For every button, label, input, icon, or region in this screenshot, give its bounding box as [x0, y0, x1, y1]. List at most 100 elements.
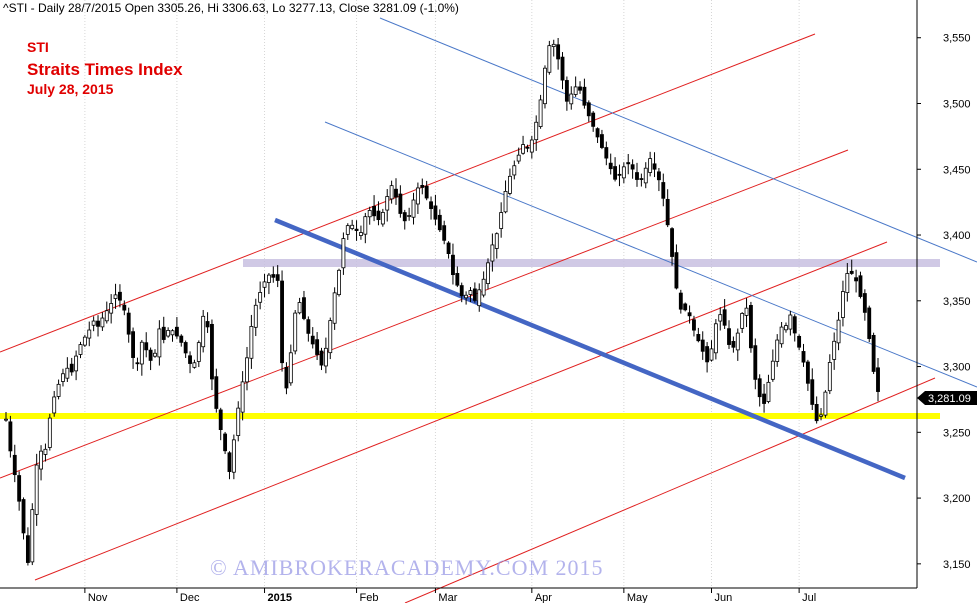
candle-up: [240, 381, 245, 413]
candle-up: [192, 362, 197, 368]
candle-up: [87, 329, 92, 339]
candle-down: [188, 355, 192, 364]
candle-up: [78, 344, 83, 355]
candle-down: [608, 162, 613, 170]
candle-down: [280, 280, 284, 364]
candle-up: [297, 302, 302, 314]
candle-down: [131, 331, 136, 358]
candle-down: [862, 293, 867, 313]
candle-down: [433, 205, 438, 220]
candle-up: [503, 191, 508, 213]
candle-up: [332, 292, 337, 324]
candle-up: [499, 212, 504, 229]
candle-up: [170, 330, 175, 336]
candle-down: [661, 182, 666, 199]
candle-up: [52, 396, 57, 414]
candle-down: [748, 305, 753, 349]
chart-info-line: ^STI - Daily 28/7/2015 Open 3305.26, Hi …: [3, 1, 459, 15]
x-tick-label: Mar: [438, 592, 457, 603]
candle-up: [481, 278, 486, 296]
last-price-badge: [917, 391, 977, 405]
candle-down: [626, 162, 631, 165]
candle-up: [231, 439, 236, 473]
candle-up: [538, 99, 543, 127]
candle-down: [814, 404, 819, 422]
candle-up: [389, 185, 394, 200]
x-tick-label: Jul: [802, 592, 816, 603]
candle-down: [446, 242, 451, 254]
candle-up: [47, 417, 52, 448]
red-uptrend-channel: [0, 33, 936, 604]
candle-down: [797, 335, 802, 348]
channel-line-2: [0, 149, 849, 479]
candle-down: [722, 309, 727, 326]
candle-up: [735, 332, 740, 351]
candle-down: [179, 335, 184, 343]
candle-down: [122, 304, 127, 311]
candle-up: [477, 289, 482, 307]
candle-down: [578, 86, 582, 91]
resistance-band: [243, 259, 940, 267]
last-price-marker: 3,281.09: [917, 391, 977, 405]
candle-down: [306, 319, 311, 334]
x-tick-label: Nov: [88, 592, 108, 603]
candle-up: [328, 320, 333, 354]
candle-up: [43, 448, 48, 455]
candle-down: [21, 499, 26, 534]
candle-down: [148, 349, 153, 361]
candle-down: [275, 274, 280, 281]
candle-down: [670, 228, 674, 257]
candle-down: [144, 342, 149, 351]
candle-down: [118, 291, 122, 301]
candle-down: [161, 326, 166, 340]
candle-down: [459, 285, 464, 297]
candle-down: [126, 312, 131, 335]
candle-down: [218, 409, 223, 431]
candle-up: [512, 165, 517, 176]
candle-down: [455, 273, 460, 286]
channel-line-3: [34, 241, 888, 581]
candle-up: [832, 340, 837, 360]
candle-up: [411, 199, 416, 218]
y-tick-label: 3,450: [943, 164, 971, 176]
candle-up: [713, 323, 718, 354]
annotation-symbol: STI: [27, 39, 49, 55]
candle-down: [564, 80, 569, 102]
candle-up: [494, 233, 499, 249]
candle-up: [464, 294, 469, 299]
candle-up: [740, 313, 745, 329]
downtrend-line-upper: [379, 17, 977, 263]
candle-down: [174, 326, 179, 337]
y-tick-label: 3,550: [943, 33, 971, 45]
support-band: [0, 413, 940, 419]
candle-up: [262, 281, 267, 288]
candle-down: [753, 345, 758, 380]
candle-up: [288, 352, 293, 384]
candle-down: [183, 342, 188, 354]
y-tick-label: 3,200: [943, 493, 971, 505]
candle-down: [805, 361, 810, 384]
blue-downtrend-channel: [324, 17, 977, 388]
candle-up: [363, 216, 368, 235]
y-tick-label: 3,150: [943, 559, 971, 571]
candle-down: [429, 201, 433, 209]
candle-up: [34, 464, 39, 515]
candle-up: [337, 269, 341, 296]
candle-down: [472, 288, 477, 301]
candle-up: [350, 224, 355, 229]
thick-downtrend-line: [274, 217, 906, 481]
candle-up: [775, 339, 780, 362]
candle-down: [639, 178, 644, 180]
candle-down: [17, 475, 22, 502]
candle-up: [516, 154, 521, 162]
candle-up: [823, 391, 828, 416]
candle-down: [223, 433, 228, 452]
candle-up: [770, 360, 775, 380]
candle-up: [367, 210, 372, 218]
candle-down: [678, 292, 683, 310]
candle-down: [858, 275, 863, 297]
candle-down: [586, 102, 591, 117]
candle-up: [643, 167, 648, 184]
candle-down: [210, 323, 214, 380]
